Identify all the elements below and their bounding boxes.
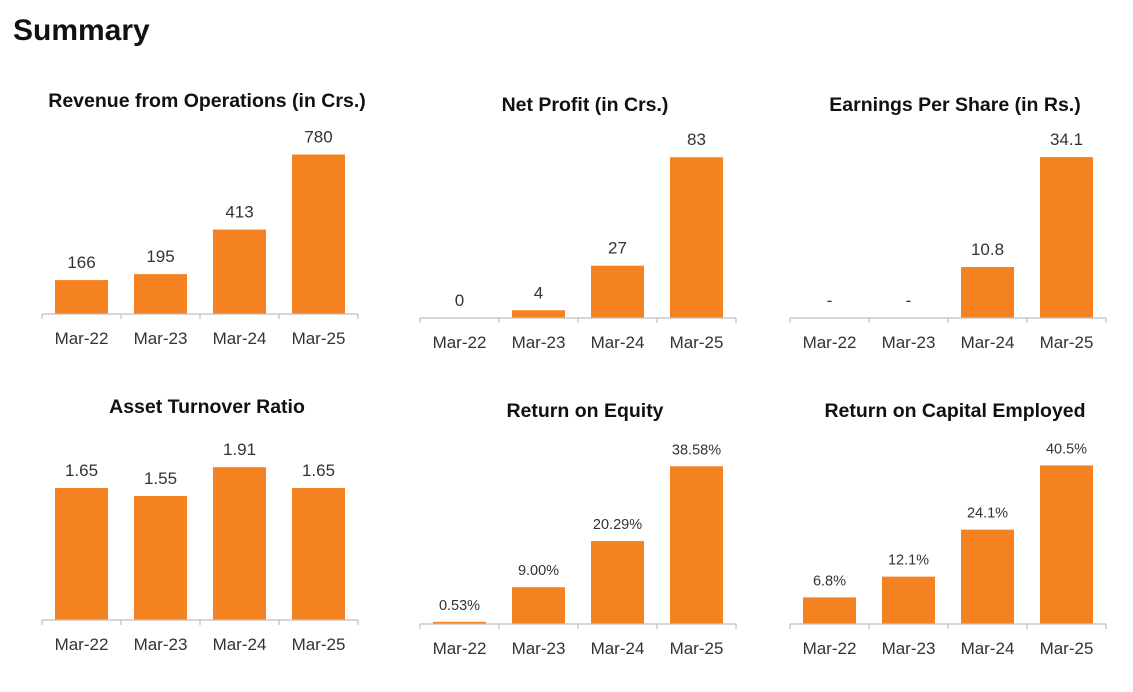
tick-label: Mar-25 <box>292 329 346 348</box>
data-label: 12.1% <box>888 553 929 569</box>
data-label: 166 <box>67 253 95 272</box>
tick-label: Mar-23 <box>512 333 566 352</box>
tick-label: Mar-24 <box>591 639 645 658</box>
bar-mar-24 <box>961 529 1014 624</box>
chart-svg-roce: Return on Capital Employed 6.8% Mar-22 12.1… <box>789 400 1107 658</box>
data-label: 0.53% <box>439 598 480 614</box>
chart-eps: Earnings Per Share (in Rs.) - Mar-22 - Mar-2… <box>773 86 1133 386</box>
chart-title: Asset Turnover Ratio <box>109 396 305 418</box>
chart-title: Revenue from Operations (in Crs.) <box>48 90 365 112</box>
data-label: 24.1% <box>967 506 1008 522</box>
tick-label: Mar-23 <box>882 639 936 658</box>
tick-label: Mar-23 <box>134 635 188 654</box>
data-label: 1.65 <box>302 461 335 480</box>
data-label: 413 <box>225 203 253 222</box>
tick-label: Mar-25 <box>1040 639 1094 658</box>
bar-mar-22 <box>55 280 108 314</box>
bar-mar-24 <box>591 541 644 624</box>
chart-svg-eps: Earnings Per Share (in Rs.) - Mar-22 - Mar-2… <box>789 94 1107 352</box>
bar-mar-22 <box>803 597 856 624</box>
bar-mar-25 <box>292 154 345 314</box>
bar-mar-25 <box>1040 157 1093 318</box>
chart-title: Net Profit (in Crs.) <box>502 94 669 116</box>
tick-label: Mar-24 <box>961 333 1015 352</box>
tick-label: Mar-23 <box>134 329 188 348</box>
chart-title: Return on Capital Employed <box>824 400 1085 422</box>
data-label: 9.00% <box>518 563 559 579</box>
bar-mar-22 <box>433 621 486 624</box>
tick-label: Mar-25 <box>670 333 724 352</box>
bar-mar-23 <box>512 587 565 624</box>
tick-label: Mar-24 <box>213 329 267 348</box>
tick-label: Mar-24 <box>961 639 1015 658</box>
bar-mar-23 <box>134 274 187 314</box>
tick-label: Mar-25 <box>292 635 346 654</box>
tick-label: Mar-23 <box>882 333 936 352</box>
bar-mar-24 <box>213 467 266 620</box>
data-label: 38.58% <box>672 442 721 458</box>
tick-label: Mar-22 <box>55 635 109 654</box>
tick-label: Mar-25 <box>1040 333 1094 352</box>
bar-mar-23 <box>134 496 187 620</box>
tick-label: Mar-24 <box>591 333 645 352</box>
chart-title: Earnings Per Share (in Rs.) <box>829 94 1080 116</box>
data-label: - <box>906 291 912 310</box>
data-label: - <box>827 291 833 310</box>
chart-svg-roe: Return on Equity 0.53% Mar-22 9.00% Mar-23 20… <box>419 400 737 658</box>
chart-revenue: Revenue from Operations (in Crs.) 166 Mar-… <box>25 82 397 382</box>
bar-mar-23 <box>512 310 565 318</box>
chart-net-profit: Net Profit (in Crs.) 0 Mar-22 4 Mar-23 27 Mar-… <box>403 86 775 386</box>
data-label: 10.8 <box>971 240 1004 259</box>
bar-mar-24 <box>591 265 644 318</box>
data-label: 20.29% <box>593 517 642 533</box>
tick-label: Mar-25 <box>670 639 724 658</box>
data-label: 83 <box>687 130 706 149</box>
bar-mar-22 <box>55 488 108 620</box>
chart-svg-asset-turnover: Asset Turnover Ratio 1.65 Mar-22 1.55 Mar-23… <box>41 396 359 654</box>
tick-label: Mar-22 <box>433 333 487 352</box>
chart-roe: Return on Equity 0.53% Mar-22 9.00% Mar-23 20… <box>403 392 775 692</box>
tick-label: Mar-24 <box>213 635 267 654</box>
data-label: 1.65 <box>65 461 98 480</box>
data-label: 0 <box>455 291 464 310</box>
bar-mar-24 <box>961 267 1014 318</box>
bar-mar-23 <box>882 576 935 624</box>
data-label: 780 <box>304 128 332 147</box>
bar-mar-25 <box>670 157 723 318</box>
bar-mar-25 <box>670 466 723 624</box>
chart-roce: Return on Capital Employed 6.8% Mar-22 12.1… <box>773 392 1133 692</box>
tick-label: Mar-22 <box>803 639 857 658</box>
data-label: 4 <box>534 283 543 302</box>
chart-asset-turnover: Asset Turnover Ratio 1.65 Mar-22 1.55 Mar-23… <box>25 388 397 688</box>
chart-svg-net-profit: Net Profit (in Crs.) 0 Mar-22 4 Mar-23 27 Mar-… <box>419 94 737 352</box>
tick-label: Mar-22 <box>433 639 487 658</box>
chart-svg-revenue: Revenue from Operations (in Crs.) 166 Mar-… <box>41 90 366 348</box>
data-label: 27 <box>608 239 627 258</box>
tick-label: Mar-22 <box>55 329 109 348</box>
data-label: 1.55 <box>144 469 177 488</box>
page-title: Summary <box>13 14 150 47</box>
data-label: 34.1 <box>1050 130 1083 149</box>
data-label: 1.91 <box>223 440 256 459</box>
bar-mar-25 <box>1040 465 1093 624</box>
data-label: 195 <box>146 247 174 266</box>
bar-mar-25 <box>292 488 345 620</box>
chart-title: Return on Equity <box>506 400 663 422</box>
data-label: 40.5% <box>1046 441 1087 457</box>
tick-label: Mar-23 <box>512 639 566 658</box>
bar-mar-24 <box>213 229 266 314</box>
data-label: 6.8% <box>813 573 846 589</box>
tick-label: Mar-22 <box>803 333 857 352</box>
